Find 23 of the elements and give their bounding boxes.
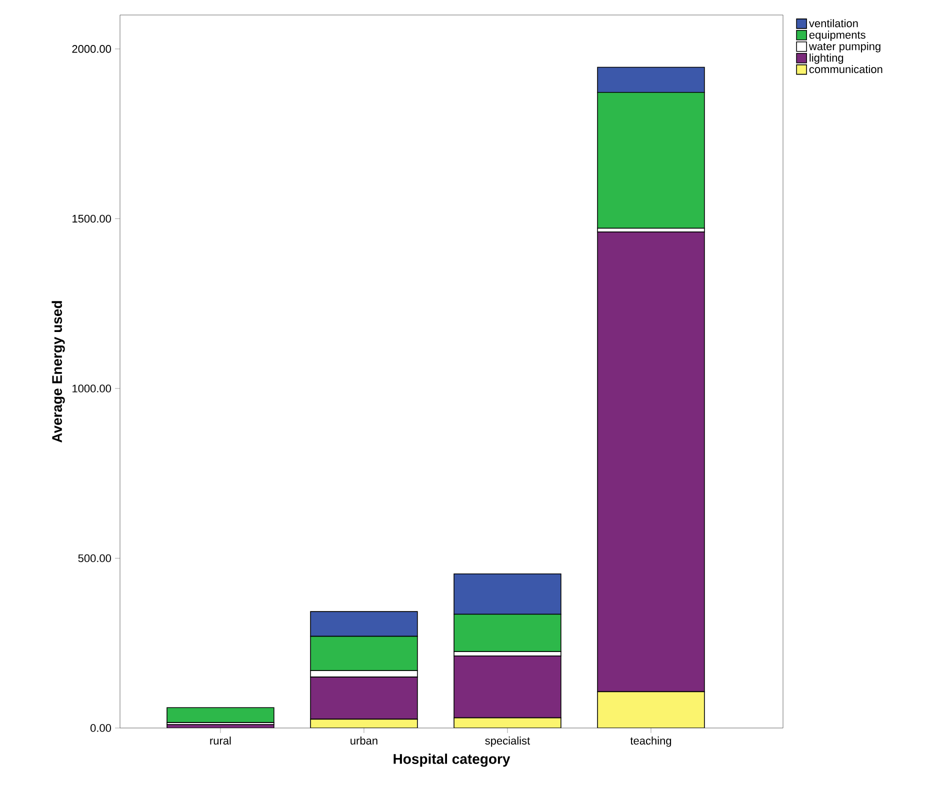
y-axis-title: Average Energy used bbox=[52, 301, 65, 442]
bar bbox=[310, 719, 418, 728]
y-tick-label: 2000.00 bbox=[72, 45, 112, 53]
bar bbox=[310, 676, 418, 720]
bar bbox=[597, 232, 705, 692]
x-tick-label: urban bbox=[350, 736, 378, 745]
x-tick-label: teaching bbox=[630, 736, 672, 747]
legend-label: communication bbox=[809, 65, 882, 74]
y-tick-label: 1000.00 bbox=[72, 384, 112, 392]
x-tick-label: specialist bbox=[485, 736, 530, 747]
x-axis-title: Hospital category bbox=[394, 754, 510, 767]
legend-label: water pumping bbox=[808, 42, 880, 52]
y-tick-label: 0.00 bbox=[90, 724, 112, 732]
legend-label: lighting bbox=[810, 54, 844, 64]
legend-label: equipments bbox=[809, 30, 866, 41]
bar bbox=[166, 707, 274, 723]
bar bbox=[454, 656, 562, 718]
y-tick-label: 1500.00 bbox=[72, 214, 112, 223]
x-tick-label: rural bbox=[210, 736, 231, 745]
bar bbox=[597, 691, 705, 728]
legend-label: ventilation bbox=[808, 19, 858, 28]
bar bbox=[454, 718, 561, 728]
y-tick-label: 500.00 bbox=[78, 554, 112, 562]
